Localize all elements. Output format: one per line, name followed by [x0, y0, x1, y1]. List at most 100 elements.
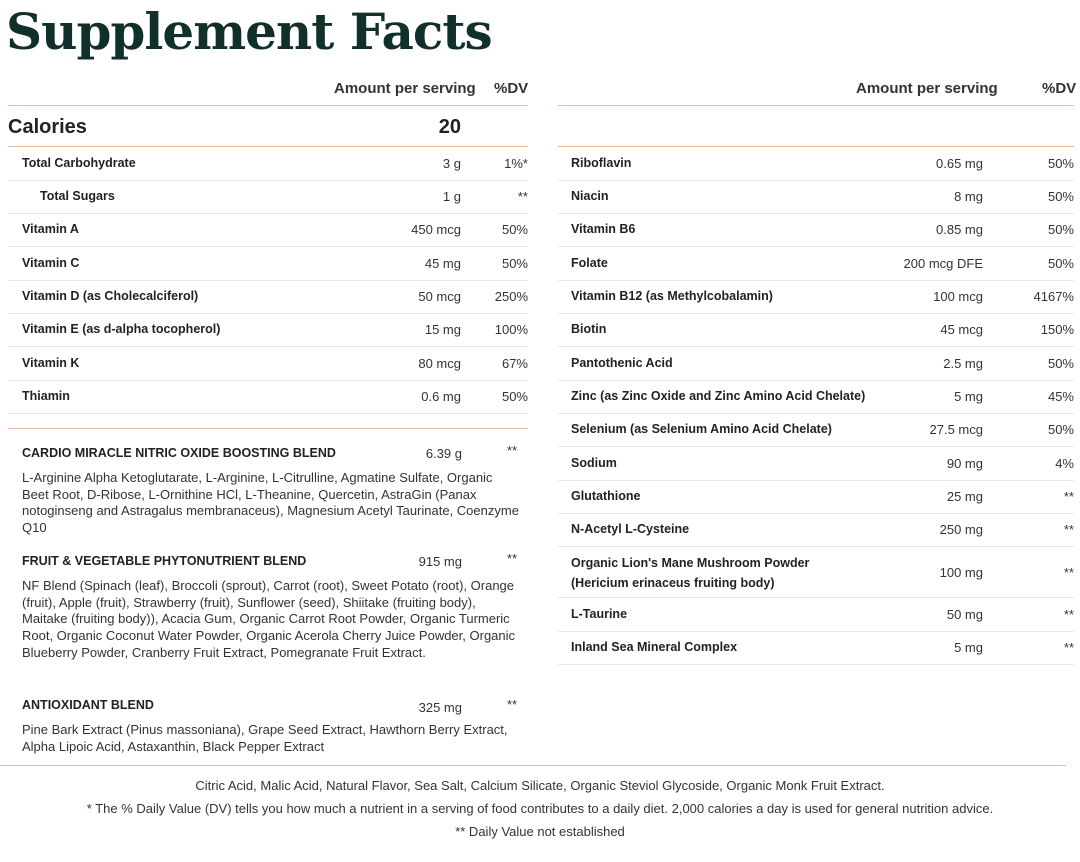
nutrient-dv: ** [1063, 565, 1074, 580]
nutrient-name: N-Acetyl L-Cysteine [571, 522, 690, 536]
dv-not-established-note: ** Daily Value not established [455, 824, 625, 839]
nutrient-dv: 50% [501, 389, 528, 404]
nutrient-row: Organic Lion's Mane Mushroom Powder (Her… [558, 547, 1074, 598]
nutrient-name: Selenium (as Selenium Amino Acid Chelate… [571, 422, 832, 436]
nutrient-amount: 5 mg [954, 640, 983, 655]
blend-name: CARDIO MIRACLE NITRIC OXIDE BOOSTING BLE… [22, 446, 336, 460]
nutrient-amount: 0.6 mg [421, 389, 461, 404]
left-amount-header: Amount per serving [334, 80, 476, 97]
nutrient-row: Vitamin B12 (as Methylcobalamin) 100 mcg 4… [558, 280, 1074, 314]
nutrient-row: Sodium 90 mg 4% [558, 447, 1074, 481]
nutrient-name: Biotin [571, 322, 607, 336]
nutrient-amount: 45 mcg [940, 322, 983, 337]
blend-dv: ** [506, 697, 518, 712]
nutrient-row: Selenium (as Selenium Amino Acid Chelate… [558, 413, 1074, 447]
other-ingredients: Citric Acid, Malic Acid, Natural Flavor,… [195, 778, 885, 793]
nutrient-row: Vitamin A 450 mcg 50% [8, 213, 528, 247]
nutrient-row: Vitamin D (as Cholecalciferol) 50 mcg 250% [8, 280, 528, 314]
nutrient-name: Thiamin [22, 389, 70, 403]
nutrient-amount: 450 mcg [411, 222, 461, 237]
nutrient-dv: ** [1063, 640, 1074, 655]
blend-name: FRUIT & VEGETABLE PHYTONUTRIENT BLEND [22, 554, 307, 568]
blend-amount: 6.39 g [425, 446, 462, 461]
nutrient-amount: 27.5 mcg [929, 422, 983, 437]
nutrient-name: Vitamin B12 (as Methylcobalamin) [571, 289, 773, 303]
right-header-rule [558, 105, 1074, 106]
nutrient-amount: 0.65 mg [936, 156, 983, 171]
nutrient-name: Sodium [571, 456, 617, 470]
calories-rule [8, 146, 528, 147]
right-amount-header: Amount per serving [856, 80, 998, 97]
nutrient-name: Niacin [571, 189, 609, 203]
nutrient-row: Riboflavin 0.65 mg 50% [558, 147, 1074, 181]
nutrient-amount: 2.5 mg [943, 356, 983, 371]
nutrient-dv: 50% [501, 222, 528, 237]
nutrient-name: Vitamin B6 [571, 222, 636, 236]
blend-ingredients: L-Arginine Alpha Ketoglutarate, L-Argini… [22, 470, 519, 536]
nutrient-row: N-Acetyl L-Cysteine 250 mg ** [558, 513, 1074, 547]
nutrient-dv: 50% [1047, 222, 1074, 237]
nutrient-dv: 100% [494, 322, 528, 337]
nutrient-dv: 50% [1047, 256, 1074, 271]
nutrient-dv: 50% [501, 256, 528, 271]
blend-ingredients: Pine Bark Extract (Pinus massoniana), Gr… [22, 722, 508, 754]
nutrient-amount: 25 mg [946, 489, 983, 504]
nutrient-row: L-Taurine 50 mg ** [558, 598, 1074, 632]
nutrient-row: Pantothenic Acid 2.5 mg 50% [558, 347, 1074, 381]
nutrient-dv: ** [517, 189, 528, 204]
nutrient-row: Vitamin E (as d-alpha tocopherol) 15 mg 10… [8, 313, 528, 347]
nutrient-dv: 250% [494, 289, 528, 304]
nutrient-row: Vitamin C 45 mg 50% [8, 247, 528, 281]
nutrient-amount: 5 mg [954, 389, 983, 404]
dv-footnote: * The % Daily Value (DV) tells you how m… [86, 801, 994, 816]
nutrient-row: Vitamin B6 0.85 mg 50% [558, 213, 1074, 247]
nutrient-name: Vitamin C [22, 256, 80, 270]
nutrient-name: Vitamin K [22, 356, 80, 370]
nutrient-amount: 0.85 mg [936, 222, 983, 237]
nutrient-name: Pantothenic Acid [571, 356, 673, 370]
nutrient-name: Total Sugars [40, 189, 115, 203]
blend-dv: ** [506, 551, 518, 566]
nutrient-name: Folate [571, 256, 608, 270]
nutrient-name: Total Carbohydrate [22, 156, 136, 170]
calories-value: 20 [438, 116, 461, 138]
nutrient-dv: ** [1063, 489, 1074, 504]
nutrient-row: Thiamin 0.6 mg 50% [8, 380, 528, 414]
nutrient-amount: 200 mcg DFE [903, 256, 983, 271]
nutrient-dv: 4167% [1033, 289, 1074, 304]
nutrient-name: Zinc (as Zinc Oxide and Zinc Amino Acid … [571, 389, 866, 403]
nutrient-dv: 150% [1040, 322, 1074, 337]
nutrient-dv: 45% [1047, 389, 1074, 404]
nutrient-dv: ** [1063, 607, 1074, 622]
nutrient-row: Zinc (as Zinc Oxide and Zinc Amino Acid … [558, 380, 1074, 414]
nutrient-amount: 50 mg [946, 607, 983, 622]
nutrient-amount: 80 mcg [418, 356, 461, 371]
left-table-bottom-rule [8, 428, 528, 429]
nutrient-row: Inland Sea Mineral Complex 5 mg ** [558, 631, 1074, 665]
nutrient-row: Glutathione 25 mg ** [558, 480, 1074, 514]
left-header-rule [8, 105, 528, 106]
footer-rule [0, 765, 1066, 766]
nutrient-name: Inland Sea Mineral Complex [571, 640, 738, 654]
nutrient-row: Folate 200 mcg DFE 50% [558, 247, 1074, 281]
nutrient-dv: 1%* [504, 156, 528, 171]
nutrient-row: Vitamin K 80 mcg 67% [8, 347, 528, 381]
blend-amount: 325 mg [418, 700, 462, 715]
nutrient-dv: 67% [501, 356, 528, 371]
nutrient-amount: 100 mcg [933, 289, 983, 304]
nutrient-amount: 1 g [442, 189, 461, 204]
blend-dv: ** [506, 443, 518, 458]
left-dv-header: %DV [494, 80, 529, 97]
nutrient-amount: 45 mg [424, 256, 461, 271]
blend-amount: 915 mg [418, 554, 462, 569]
nutrient-name: L-Taurine [571, 607, 628, 621]
nutrient-amount: 3 g [442, 156, 461, 171]
nutrient-amount: 100 mg [939, 565, 983, 580]
nutrient-amount: 8 mg [954, 189, 983, 204]
right-dv-header: %DV [1042, 80, 1077, 97]
nutrient-row: Niacin 8 mg 50% [558, 180, 1074, 214]
nutrient-amount: 90 mg [946, 456, 983, 471]
nutrient-dv: 4% [1055, 456, 1074, 471]
nutrient-name: Glutathione [571, 489, 641, 503]
nutrient-amount: 15 mg [424, 322, 461, 337]
